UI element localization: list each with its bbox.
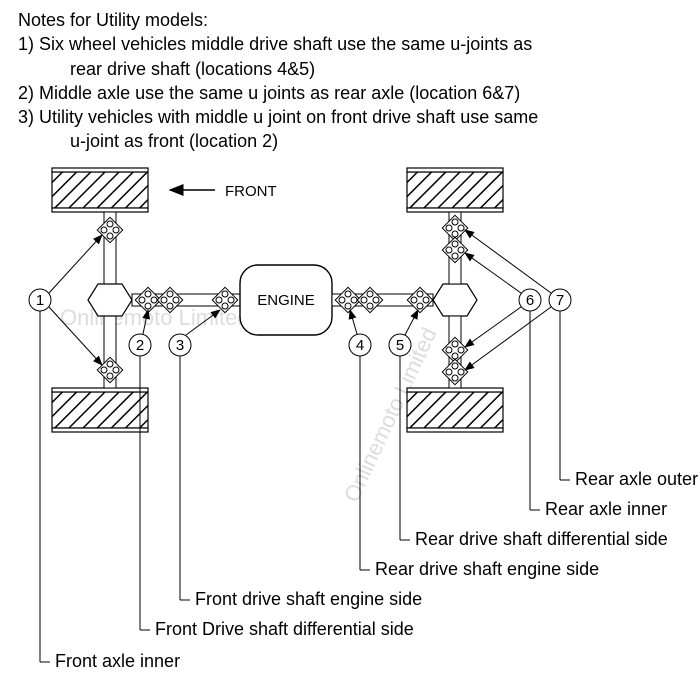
note-2: 2) Middle axle use the same u joints as … (18, 81, 682, 105)
rear-axle-outer-joint-bottom (442, 359, 467, 384)
rear-right-tire (407, 388, 503, 432)
callout-7: 7 (465, 230, 571, 370)
front-left-tire (52, 168, 148, 212)
engine-label: ENGINE (257, 292, 315, 309)
front-differential (88, 284, 132, 316)
label-3: Front drive shaft engine side (195, 589, 422, 609)
callout-4: 4 (349, 310, 371, 356)
svg-text:5: 5 (396, 337, 404, 354)
note-3: 3) Utility vehicles with middle u joint … (18, 105, 682, 154)
front-label: FRONT (225, 183, 277, 200)
rear-axle-inner-joint-top (442, 237, 467, 262)
svg-text:1: 1 (36, 292, 44, 309)
label-2: Front Drive shaft differential side (155, 619, 414, 639)
svg-text:7: 7 (556, 292, 564, 309)
rear-driveshaft-engine-joint2 (357, 287, 382, 312)
label-leaders: Rear axle outer Rear axle inner Rear dri… (40, 311, 698, 671)
svg-text:4: 4 (356, 337, 364, 354)
rear-differential (433, 284, 477, 316)
front-axle-inner-joint-bottom (97, 357, 122, 382)
label-5: Rear drive shaft differential side (415, 529, 668, 549)
rear-left-tire (407, 168, 503, 212)
label-6: Rear axle inner (545, 499, 667, 519)
label-4: Rear drive shaft engine side (375, 559, 599, 579)
notes-title: Notes for Utility models: (18, 8, 682, 32)
label-7: Rear axle outer (575, 469, 698, 489)
front-axle-inner-joint-top (97, 217, 122, 242)
svg-text:6: 6 (526, 292, 534, 309)
label-1: Front axle inner (55, 651, 180, 671)
drivetrain-diagram: Onlinemoto Limited Onlinemoto Limited FR… (0, 150, 700, 700)
notes-block: Notes for Utility models: 1) Six wheel v… (18, 8, 682, 154)
rear-driveshaft-diff-joint (407, 287, 432, 312)
note-1: 1) Six wheel vehicles middle drive shaft… (18, 32, 682, 81)
front-right-tire (52, 388, 148, 432)
svg-text:3: 3 (176, 337, 184, 354)
svg-text:2: 2 (136, 337, 144, 354)
